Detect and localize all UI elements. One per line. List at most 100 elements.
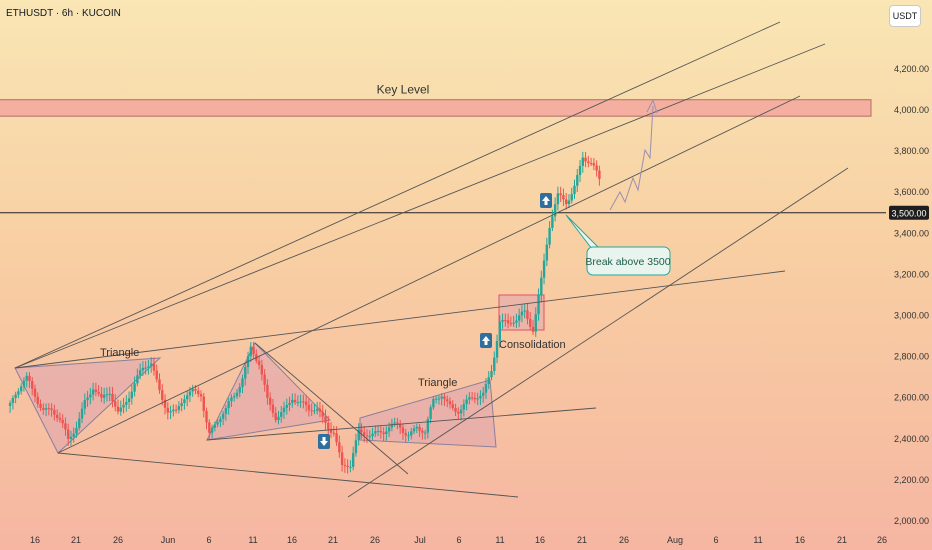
time-tick-label: 6 [206, 535, 211, 545]
candle-body [404, 432, 407, 436]
candle-body [58, 417, 62, 420]
candle-body [288, 403, 291, 406]
background-layer [0, 99, 886, 214]
arrow-up-icon [542, 196, 550, 205]
price-axis[interactable]: 2,000.00 2,200.00 2,400.00 2,600.00 2,800.00… [889, 64, 929, 526]
candle-body [529, 319, 532, 327]
candle-body [385, 431, 388, 435]
price-tick-label: 3,400.00 [894, 228, 929, 238]
candle-body [161, 390, 164, 400]
candle-body [111, 393, 114, 402]
candle-body [219, 418, 222, 423]
candle-body [133, 383, 136, 392]
candle-body [313, 410, 316, 412]
candle-body [415, 426, 418, 429]
channel-mid-line [57, 95, 801, 454]
trend-line-mid [14, 270, 786, 369]
consolidation-label: Consolidation [499, 339, 566, 351]
candle-body [332, 432, 335, 434]
candle-body [191, 389, 194, 392]
price-tick-label: 3,600.00 [894, 187, 929, 197]
candle-body [340, 452, 344, 466]
time-tick-label: 21 [328, 535, 338, 545]
candle-body [138, 370, 142, 376]
candle-body [462, 404, 466, 410]
candle-body [97, 391, 100, 394]
candle-body [548, 227, 551, 245]
candle-body [233, 396, 236, 398]
candle-body [8, 403, 12, 406]
candle-body [338, 442, 341, 453]
candle-body [216, 422, 219, 425]
candle-body [114, 401, 117, 407]
candle-body [227, 401, 230, 409]
candle-body [418, 426, 421, 431]
candle-body [244, 367, 247, 379]
candle-body [584, 157, 587, 162]
candle-body [371, 433, 374, 437]
candle-body [432, 398, 435, 408]
callout-text: Break above 3500 [585, 256, 670, 268]
candle-body [152, 363, 156, 371]
candle-body [376, 430, 380, 432]
drawing-shapes[interactable] [14, 294, 545, 454]
candle-body [421, 430, 424, 433]
candle-body [127, 398, 131, 402]
candle-body [448, 401, 452, 405]
time-axis[interactable]: 16 21 26 Jun 6 11 16 21 26 Jul 6 11 16 21 26 Aug 6 11 16 21… [30, 535, 887, 545]
candle-body [177, 406, 181, 411]
candle-body [208, 422, 211, 433]
candle-body [158, 379, 161, 391]
candle-body [183, 399, 186, 404]
time-tick-label: 26 [113, 535, 123, 545]
candle-body [64, 423, 67, 430]
candle-body [490, 371, 493, 378]
currency-button[interactable]: USDT [889, 5, 921, 27]
candle-body [423, 432, 427, 434]
candle-body [304, 401, 308, 405]
price-tick-label: 2,800.00 [894, 352, 929, 362]
candle-body [50, 408, 53, 410]
candle-body [19, 386, 23, 392]
candle-body [31, 381, 34, 389]
candle-body [28, 375, 31, 382]
trend-lines[interactable] [14, 21, 849, 498]
candle-body [542, 260, 546, 278]
candle-body [407, 435, 410, 437]
time-tick-label: Jul [414, 535, 426, 545]
candle-body [576, 175, 579, 186]
candle-body [277, 416, 280, 421]
price-tick-label: 3,800.00 [894, 146, 929, 156]
projection-arrowhead [646, 98, 658, 114]
candle-body [595, 165, 598, 171]
triangle-label-1: Triangle [100, 347, 139, 359]
time-tick-label: 11 [495, 535, 504, 545]
time-tick-label: 26 [619, 535, 629, 545]
candle-body [210, 427, 214, 433]
candle-body [299, 401, 302, 403]
candle-body [479, 395, 482, 399]
candle-body [266, 384, 269, 398]
time-tick-label: 6 [456, 535, 461, 545]
candle-body [587, 161, 590, 164]
candle-body [501, 320, 504, 322]
candle-body [506, 320, 510, 324]
candle-body [86, 397, 89, 401]
candle-body [185, 395, 189, 400]
candle-body [454, 407, 457, 412]
candle-body [166, 407, 169, 413]
candle-body [470, 397, 474, 399]
time-tick-label: 16 [535, 535, 545, 545]
candle-body [553, 204, 557, 217]
candle-body [515, 320, 518, 323]
candle-body [368, 436, 371, 438]
candle-body [61, 419, 64, 424]
candle-body [249, 346, 252, 357]
candle-body [316, 408, 319, 411]
candle-body [540, 277, 543, 296]
price-tick-label: 4,000.00 [894, 105, 929, 115]
candle-body [39, 403, 42, 408]
candle-body [379, 430, 383, 433]
